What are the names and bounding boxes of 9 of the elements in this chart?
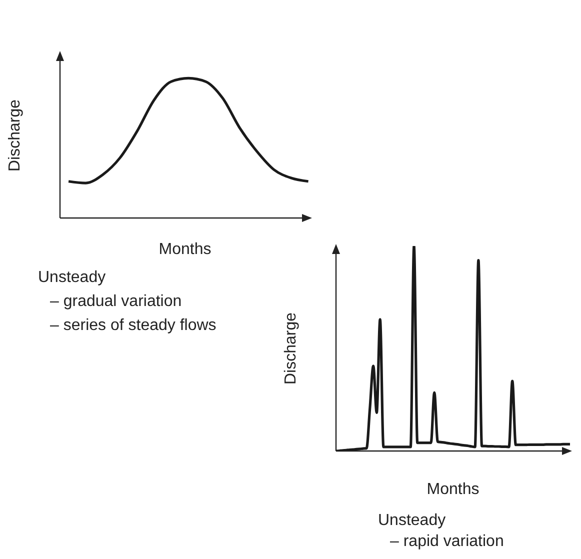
y-axis-title: Discharge <box>282 312 300 385</box>
text: Unsteady <box>38 268 107 288</box>
y-axis-title: Discharge <box>6 99 24 172</box>
text: Unsteady <box>378 511 447 531</box>
text: – gradual variation <box>49 292 183 312</box>
x-axis-title: Months <box>158 241 212 258</box>
text: – rapid variation <box>389 532 504 552</box>
x-axis-title: Months <box>426 481 480 498</box>
text: – series of steady flows <box>49 316 216 336</box>
